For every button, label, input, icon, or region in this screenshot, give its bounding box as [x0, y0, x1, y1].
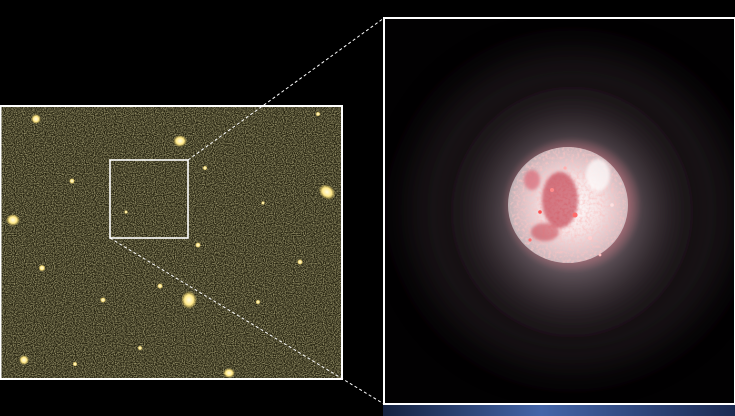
source [72, 361, 78, 367]
source [202, 165, 208, 171]
source [315, 111, 321, 117]
deep-field-frame [0, 105, 343, 380]
source [124, 210, 128, 214]
zoom-selection-box [109, 159, 189, 239]
source [6, 214, 20, 226]
source [261, 201, 265, 205]
field-sources [6, 111, 336, 378]
zoom-connector-bottom [109, 237, 385, 405]
galaxy-zoom-frame [383, 17, 735, 405]
source [318, 184, 336, 200]
zoom-connector-top [187, 17, 385, 161]
deep-field-panel [0, 106, 342, 379]
source [157, 283, 163, 289]
source [137, 345, 143, 351]
source [181, 291, 197, 309]
source [19, 355, 29, 365]
source [195, 242, 201, 248]
source [173, 135, 187, 147]
bottom-band [383, 404, 735, 416]
source [223, 368, 235, 378]
source [38, 264, 46, 272]
source [255, 299, 261, 305]
source [69, 178, 75, 184]
galaxy-zoom-panel [385, 18, 735, 404]
source [31, 114, 41, 124]
source [297, 259, 303, 265]
source [100, 297, 106, 303]
